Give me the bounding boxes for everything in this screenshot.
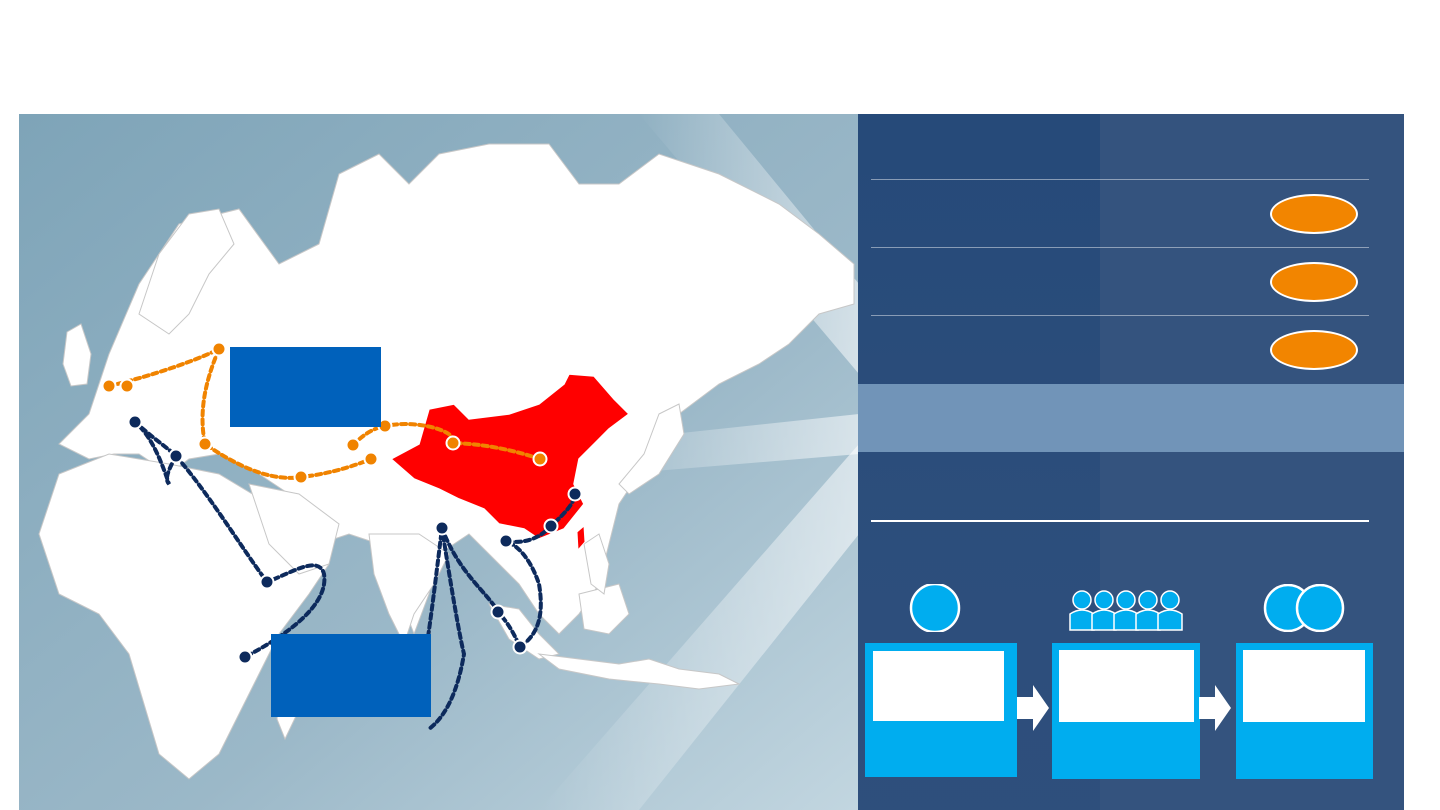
overland-stop-marker bbox=[532, 451, 548, 467]
indonesia-landmass bbox=[488, 603, 560, 660]
step-arrow-icon bbox=[1199, 685, 1231, 731]
step-card-3-body bbox=[1243, 650, 1365, 722]
section-divider bbox=[871, 520, 1369, 522]
step-card-3 bbox=[1236, 643, 1373, 779]
row-divider bbox=[871, 247, 1369, 248]
philippines-landmass bbox=[583, 533, 610, 595]
maritime-stop-marker bbox=[127, 414, 143, 430]
step-card-2 bbox=[1052, 643, 1200, 779]
overland-stop-marker bbox=[345, 437, 361, 453]
scandinavia-landmass bbox=[138, 208, 235, 335]
maritime-stop-marker bbox=[490, 604, 506, 620]
taiwan-region bbox=[576, 524, 586, 552]
overland-stop-marker bbox=[211, 341, 227, 357]
step-card-1 bbox=[865, 643, 1017, 777]
map-canvas bbox=[19, 114, 859, 810]
maritime-stop-marker bbox=[512, 639, 528, 655]
maritime-stop-marker bbox=[168, 448, 184, 464]
row-divider bbox=[871, 315, 1369, 316]
arabia-landmass bbox=[248, 483, 340, 575]
overland-stop-marker bbox=[445, 435, 461, 451]
two-people-icon bbox=[1263, 584, 1345, 632]
row-badge bbox=[1270, 330, 1358, 370]
japan-landmass bbox=[618, 403, 685, 495]
overland-stop-marker bbox=[363, 451, 379, 467]
maritime-route-label bbox=[271, 634, 431, 717]
info-panel bbox=[858, 114, 1404, 810]
step-card-1-body bbox=[873, 651, 1004, 721]
indonesia-landmass bbox=[537, 653, 741, 690]
step-card-2-body bbox=[1059, 650, 1194, 722]
maritime-stop-marker bbox=[434, 520, 450, 536]
overland-stop-marker bbox=[101, 378, 117, 394]
maritime-stop-marker bbox=[259, 574, 275, 590]
row-badge bbox=[1270, 194, 1358, 234]
overland-route-stops bbox=[101, 341, 548, 485]
row-divider bbox=[871, 179, 1369, 180]
overland-stop-marker bbox=[119, 378, 135, 394]
row-badge bbox=[1270, 262, 1358, 302]
overland-stop-marker bbox=[197, 436, 213, 452]
light-ray bbox=[539, 444, 859, 810]
maritime-route-line bbox=[133, 420, 178, 486]
borneo-landmass bbox=[578, 583, 630, 635]
maritime-stop-marker bbox=[567, 486, 583, 502]
maritime-stop-marker bbox=[237, 649, 253, 665]
india-landmass bbox=[368, 533, 450, 646]
eurasia-route-map bbox=[19, 114, 859, 810]
group-people-icon bbox=[1069, 590, 1183, 631]
maritime-stop-marker bbox=[543, 518, 559, 534]
maritime-stop-marker bbox=[498, 533, 514, 549]
overland-route-label bbox=[230, 347, 381, 427]
single-person-icon bbox=[909, 584, 961, 632]
highlight-band bbox=[858, 384, 1404, 452]
britain-landmass bbox=[62, 323, 92, 387]
step-arrow-icon bbox=[1017, 685, 1049, 731]
overland-stop-marker bbox=[293, 469, 309, 485]
africa-landmass bbox=[38, 453, 330, 780]
